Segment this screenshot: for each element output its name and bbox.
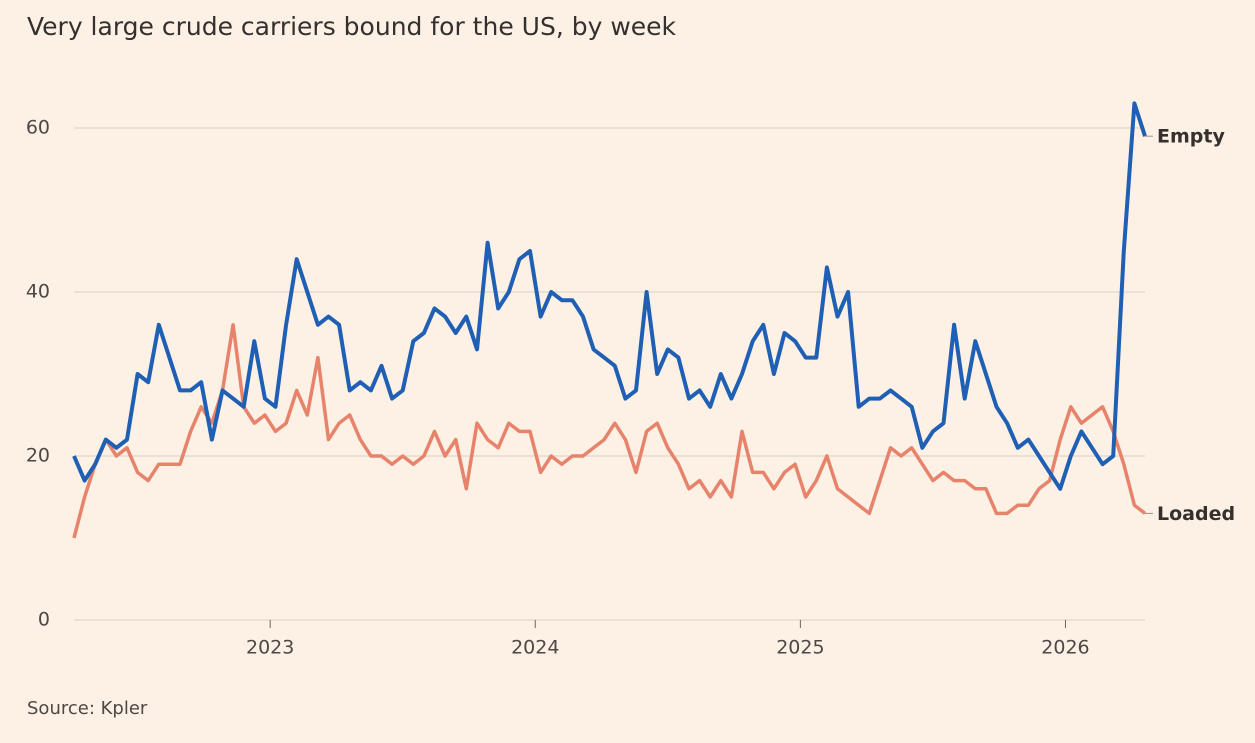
series-line: [72, 101, 1147, 491]
chart-title: Very large crude carriers bound for the …: [27, 12, 677, 41]
source: Source: Kpler: [27, 698, 148, 719]
y-tick-label: 0: [38, 609, 50, 631]
series-label: Loaded: [1157, 503, 1235, 525]
series-label: Empty: [1157, 126, 1225, 148]
y-tick-label: 20: [26, 445, 50, 467]
x-tick-label: 2026: [1041, 637, 1089, 659]
y-tick-label: 60: [26, 117, 50, 139]
x-tick-label: 2024: [511, 637, 559, 659]
x-tick-label: 2025: [776, 637, 824, 659]
y-tick-label: 40: [26, 281, 50, 303]
series-line: [72, 323, 1147, 539]
x-tick-label: 2023: [246, 637, 294, 659]
